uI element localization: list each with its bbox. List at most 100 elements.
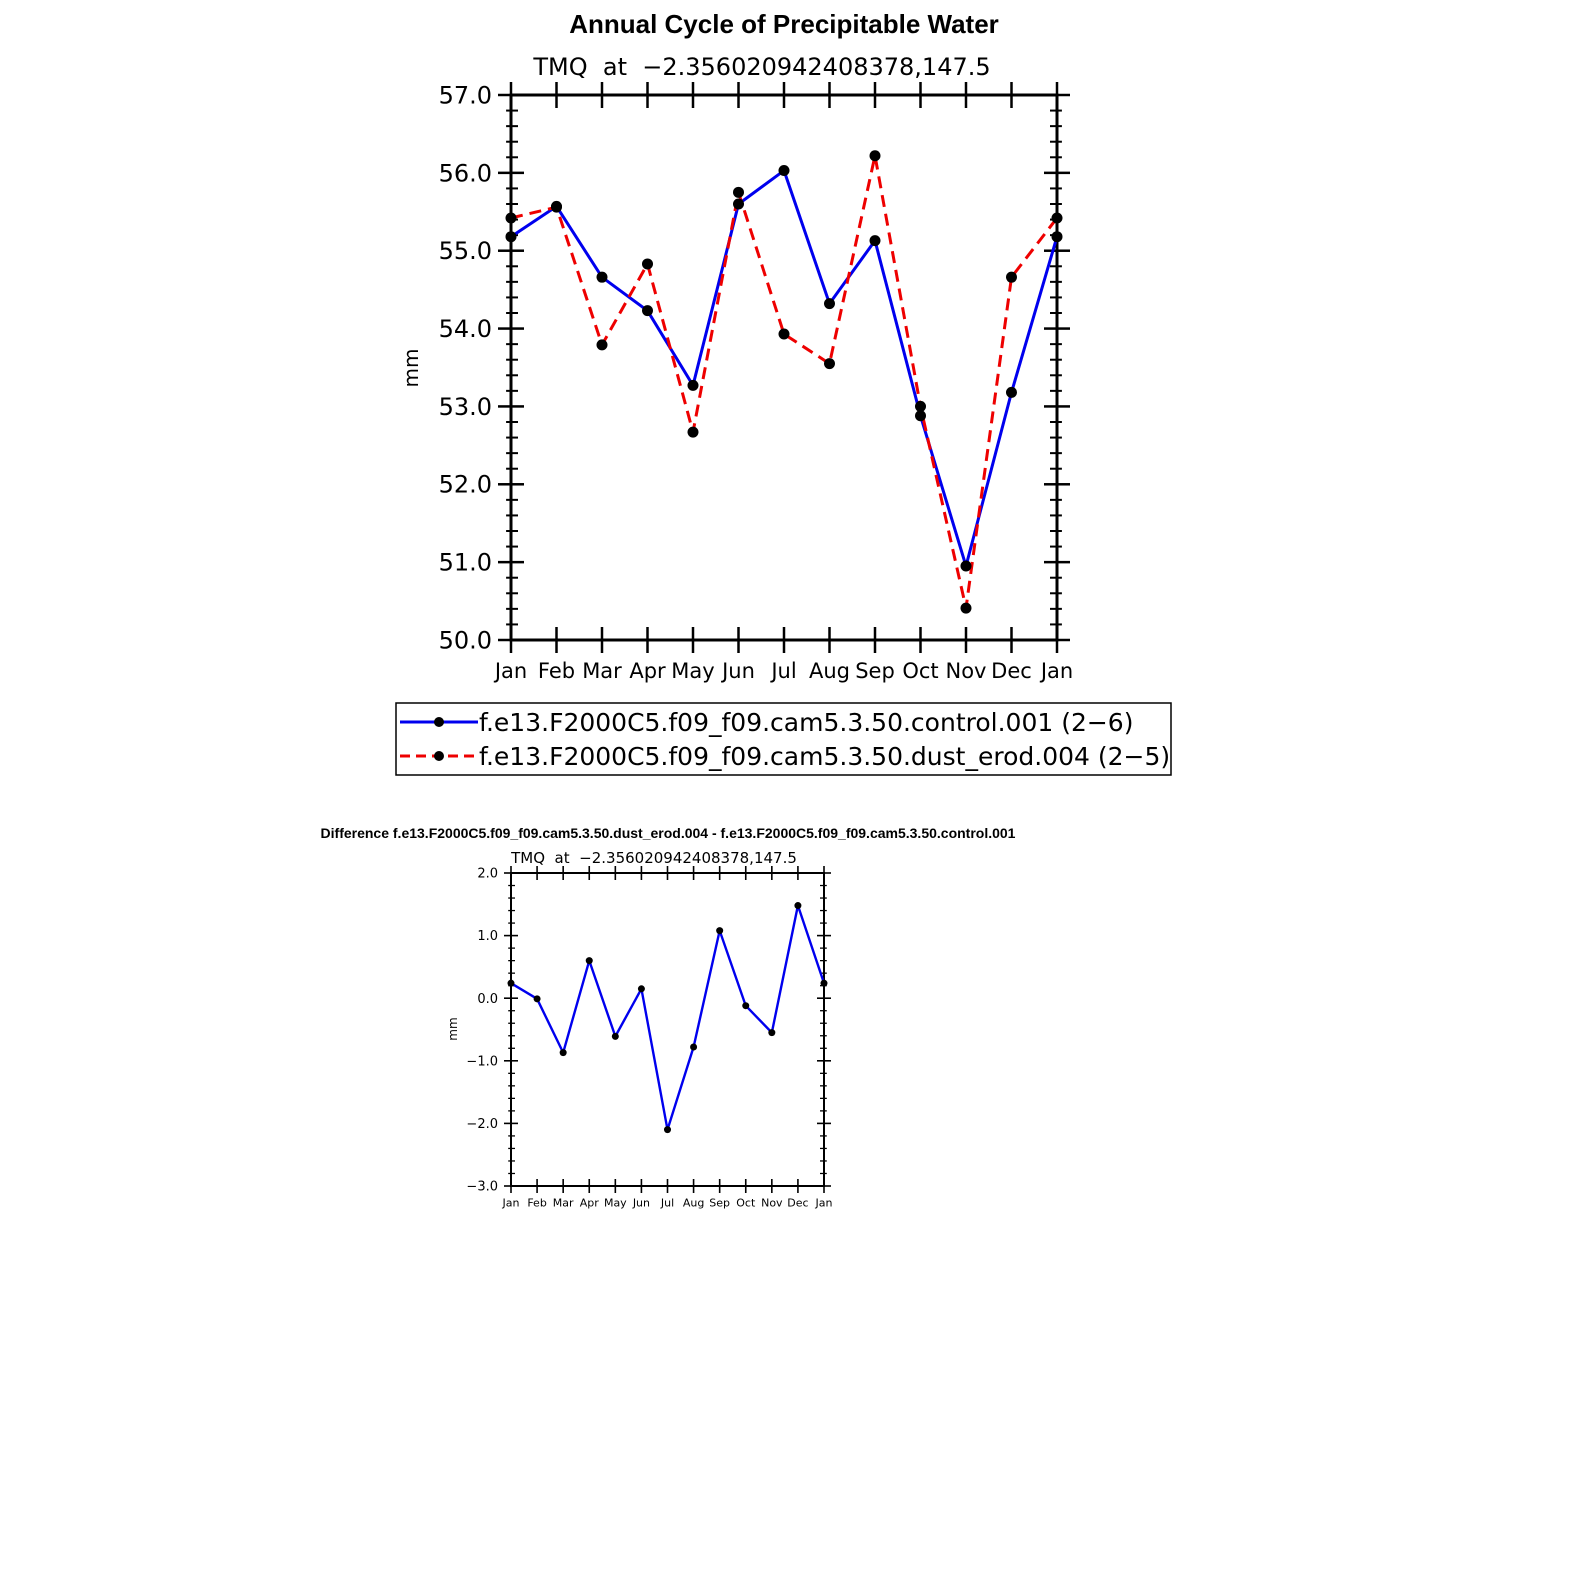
data-point bbox=[915, 400, 926, 412]
x-tick-label: Feb bbox=[538, 659, 575, 683]
data-point bbox=[1051, 231, 1063, 243]
legend-entry-dust-erod: f.e13.F2000C5.f09_f09.cam5.3.50.dust_ero… bbox=[400, 742, 1170, 771]
legend: f.e13.F2000C5.f09_f09.cam5.3.50.control.… bbox=[395, 702, 1172, 776]
data-point bbox=[559, 1049, 567, 1057]
series-line-1 bbox=[510, 154, 1059, 610]
data-point bbox=[585, 957, 593, 965]
x-tick-label: Jun bbox=[720, 659, 755, 683]
x-tick-label: Jun bbox=[632, 1197, 650, 1210]
x-tick-label: Jan bbox=[815, 1197, 833, 1210]
x-tick-labels: Jan Feb Mar Apr May Jun Jul Aug Sep Oct Nov Dec Jan bbox=[493, 659, 1073, 683]
data-point bbox=[505, 212, 517, 224]
data-point bbox=[778, 328, 790, 340]
y-tick-label: −2.0 bbox=[466, 1117, 498, 1132]
y-tick-label: 57.0 bbox=[439, 81, 492, 109]
x-tick-label: May bbox=[671, 659, 714, 683]
x-tick-label: Sep bbox=[709, 1197, 730, 1210]
y-tick-label: 0.0 bbox=[477, 992, 498, 1007]
x-tick-label: Aug bbox=[683, 1197, 704, 1210]
data-point bbox=[824, 298, 835, 310]
legend-marker-control bbox=[434, 717, 444, 727]
data-point bbox=[690, 1043, 698, 1051]
data-point bbox=[642, 305, 653, 317]
data-point bbox=[869, 150, 881, 162]
data-point bbox=[742, 1002, 750, 1010]
x-tick-label: Sep bbox=[855, 659, 895, 683]
series-line-0 bbox=[510, 904, 826, 1131]
y-tick-label: 51.0 bbox=[439, 549, 492, 577]
data-point bbox=[551, 201, 562, 213]
data-point bbox=[820, 979, 828, 987]
x-tick-label: Mar bbox=[582, 659, 622, 683]
data-point bbox=[960, 602, 972, 614]
data-point bbox=[664, 1126, 671, 1134]
data-point bbox=[960, 560, 972, 572]
x-tick-label: Mar bbox=[553, 1197, 574, 1210]
x-tick-label: Jan bbox=[1039, 659, 1073, 683]
x-tick-label: Nov bbox=[761, 1197, 783, 1210]
x-tick-label: Jul bbox=[769, 659, 796, 683]
data-point bbox=[733, 198, 744, 210]
difference-plot-frame bbox=[510, 872, 825, 1187]
difference-y-axis-label: mm bbox=[446, 1017, 460, 1040]
legend-entry-control: f.e13.F2000C5.f09_f09.cam5.3.50.control.… bbox=[400, 708, 1133, 737]
y-tick-label: 50.0 bbox=[439, 626, 492, 654]
x-tick-label: Nov bbox=[946, 659, 987, 683]
legend-label-control: f.e13.F2000C5.f09_f09.cam5.3.50.control.… bbox=[479, 708, 1133, 737]
plot-frame bbox=[509, 93, 1059, 642]
data-point bbox=[1051, 212, 1063, 224]
data-point bbox=[505, 231, 517, 243]
data-point bbox=[596, 271, 608, 283]
data-point bbox=[533, 995, 541, 1003]
data-point bbox=[637, 985, 645, 993]
data-point bbox=[733, 186, 744, 198]
x-tick-label: Dec bbox=[787, 1197, 808, 1210]
x-tick-label: Jan bbox=[502, 1197, 520, 1210]
difference-x-tick-labels: Jan Feb Mar Apr May Jun Jul Aug Sep Oct Nov Dec Jan bbox=[502, 1197, 833, 1210]
data-point bbox=[768, 1029, 776, 1037]
series-layer bbox=[505, 150, 1063, 614]
y-axis-label: mm bbox=[399, 349, 423, 388]
data-point bbox=[642, 258, 653, 270]
data-point bbox=[915, 410, 926, 422]
y-tick-label: −3.0 bbox=[466, 1180, 498, 1195]
x-tick-label: Feb bbox=[527, 1197, 546, 1210]
data-point bbox=[824, 358, 835, 370]
difference-y-tick-labels: −3.0 −2.0 −1.0 0.0 1.0 2.0 bbox=[466, 867, 498, 1195]
data-point bbox=[687, 426, 699, 438]
data-point bbox=[507, 979, 515, 987]
data-point bbox=[596, 339, 608, 351]
data-point bbox=[1006, 271, 1017, 283]
x-tick-label: Oct bbox=[902, 659, 938, 683]
data-point bbox=[611, 1032, 619, 1040]
x-tick-label: Apr bbox=[629, 659, 666, 683]
y-tick-labels: 50.0 51.0 52.0 53.0 54.0 55.0 56.0 57.0 bbox=[439, 81, 492, 654]
legend-box bbox=[395, 702, 1172, 776]
x-tick-label: Oct bbox=[736, 1197, 756, 1210]
chart-subtitle: TMQ at −2.356020942408378,147.5 bbox=[532, 53, 990, 81]
y-tick-label: 55.0 bbox=[439, 237, 492, 265]
data-point bbox=[687, 379, 699, 391]
annual-cycle-chart: Annual Cycle of Precipitable Water TMQ a… bbox=[395, 9, 1172, 776]
x-tick-label: Apr bbox=[580, 1197, 600, 1210]
legend-label-dust-erod: f.e13.F2000C5.f09_f09.cam5.3.50.dust_ero… bbox=[479, 742, 1170, 771]
legend-marker-dust-erod bbox=[434, 751, 444, 761]
x-tick-label: Jan bbox=[493, 659, 527, 683]
data-point bbox=[1006, 386, 1017, 398]
y-tick-label: −1.0 bbox=[466, 1054, 498, 1069]
data-point bbox=[794, 902, 802, 910]
y-tick-label: 56.0 bbox=[439, 159, 492, 187]
x-tick-label: Aug bbox=[809, 659, 850, 683]
data-point bbox=[716, 927, 724, 935]
x-tick-label: Jul bbox=[660, 1197, 674, 1210]
difference-chart: Difference f.e13.F2000C5.f09_f09.cam5.3.… bbox=[321, 825, 1016, 1210]
y-tick-label: 52.0 bbox=[439, 471, 492, 499]
series-line-0 bbox=[510, 169, 1059, 568]
y-tick-label: 2.0 bbox=[477, 867, 498, 882]
difference-chart-title: Difference f.e13.F2000C5.f09_f09.cam5.3.… bbox=[321, 825, 1016, 841]
chart-title: Annual Cycle of Precipitable Water bbox=[569, 9, 999, 39]
y-tick-label: 54.0 bbox=[439, 315, 492, 343]
difference-series-layer bbox=[507, 902, 828, 1134]
data-point bbox=[869, 235, 881, 247]
